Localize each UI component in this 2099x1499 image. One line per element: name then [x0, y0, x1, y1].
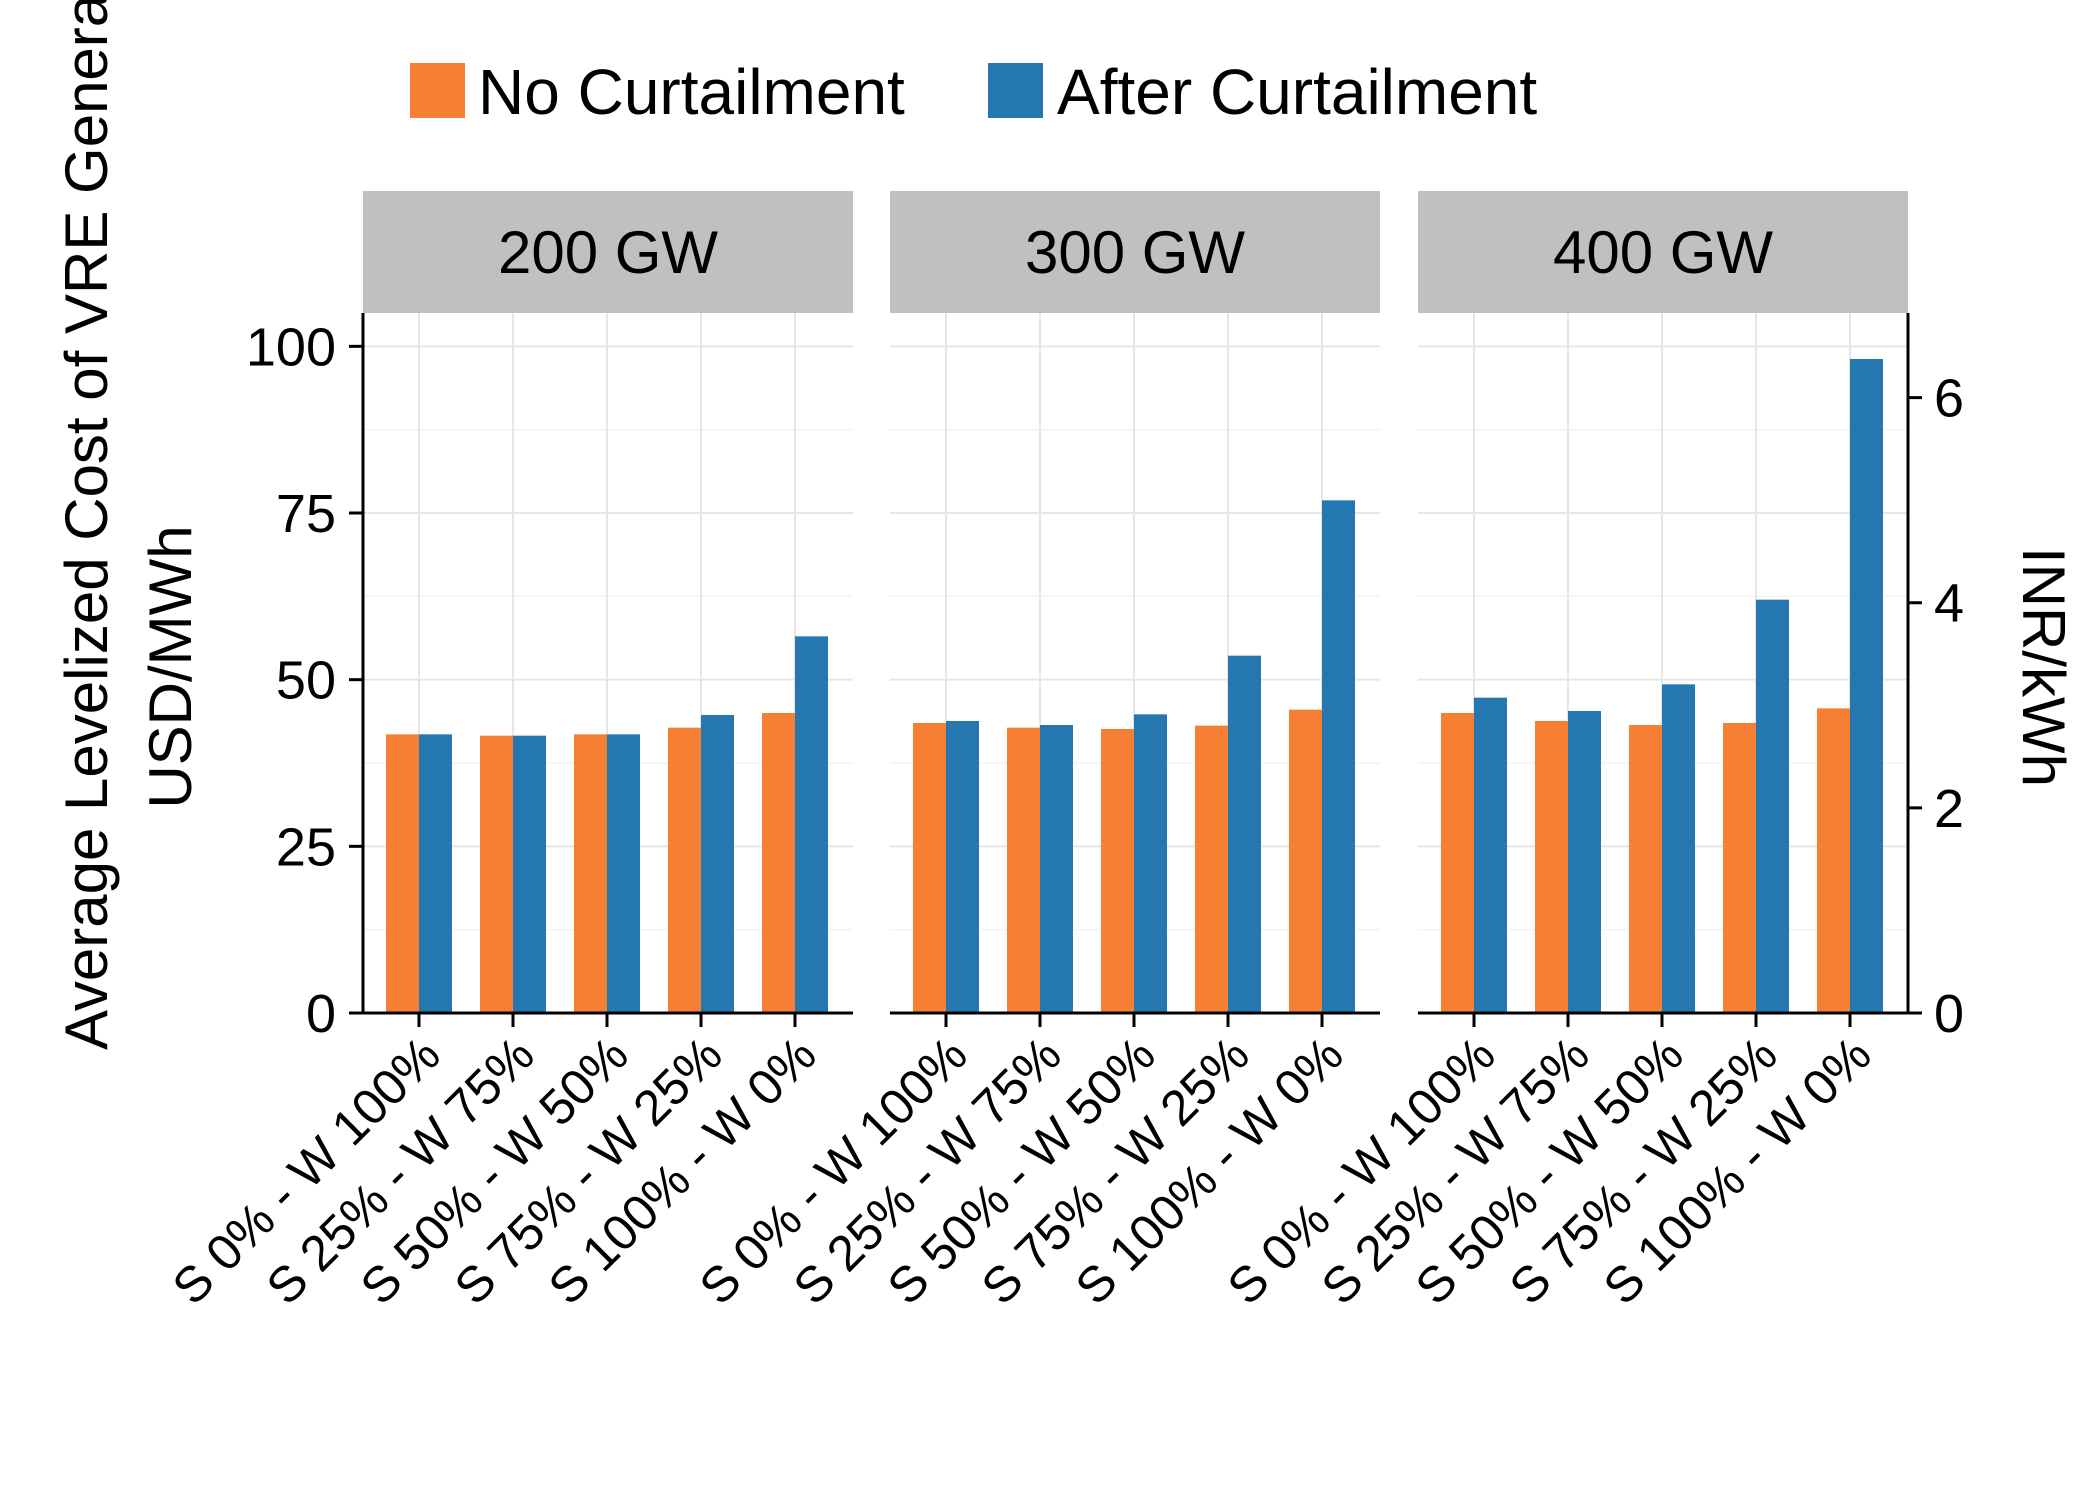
bar-after-curtailment [1662, 684, 1695, 1013]
bar-after-curtailment [1850, 359, 1883, 1013]
bars [913, 500, 1355, 1013]
bar-no-curtailment [480, 735, 513, 1013]
legend-label-no-curtailment: No Curtailment [478, 56, 905, 128]
legend-item-no-curtailment: No Curtailment [410, 56, 905, 128]
bar-after-curtailment [795, 636, 828, 1013]
bar-after-curtailment [513, 735, 546, 1013]
secondary-y-tick-label: 4 [1934, 574, 1964, 634]
bar-no-curtailment [1101, 729, 1134, 1013]
panel-header [363, 191, 853, 313]
bar-no-curtailment [668, 727, 701, 1013]
secondary-y-tick-label: 2 [1934, 779, 1964, 839]
y-tick-label: 100 [246, 317, 336, 377]
bar-after-curtailment [1756, 599, 1789, 1013]
secondary-y-tick-label: 0 [1934, 984, 1964, 1044]
bar-after-curtailment [701, 715, 734, 1013]
legend: No Curtailment After Curtailment [410, 56, 1537, 128]
panel-2: 300 GW S 0% - W 100%S 25% - W 75%S 50% - … [689, 191, 1380, 1315]
legend-label-after-curtailment: After Curtailment [1057, 56, 1537, 128]
bar-no-curtailment [1007, 727, 1040, 1013]
secondary-y-tick-label: 6 [1934, 369, 1964, 429]
x-axis: S 0% - W 100%S 25% - W 75%S 50% - W 50%S… [689, 1011, 1380, 1315]
bar-after-curtailment [1568, 711, 1601, 1013]
bar-after-curtailment [1474, 697, 1507, 1013]
y-tick-label: 0 [306, 984, 336, 1044]
bar-no-curtailment [1629, 725, 1662, 1013]
secondary-y-axis: 0 2 4 6 [1906, 313, 1964, 1044]
bar-after-curtailment [607, 734, 640, 1013]
y-axis-title-line-1: Average Levelized Cost of VRE Generation [53, 0, 120, 1050]
bar-no-curtailment [1817, 708, 1850, 1013]
panel-title: 300 GW [1025, 219, 1245, 286]
bars [1441, 359, 1883, 1013]
bar-no-curtailment [1723, 723, 1756, 1013]
panel-title: 200 GW [498, 219, 718, 286]
bar-after-curtailment [1228, 655, 1261, 1013]
legend-swatch-after-curtailment [988, 63, 1043, 118]
bar-after-curtailment [419, 734, 452, 1013]
y-tick-label: 25 [276, 817, 336, 877]
bar-no-curtailment [386, 734, 419, 1013]
secondary-y-axis-title: INR/kWh [2010, 547, 2077, 787]
legend-swatch-no-curtailment [410, 63, 465, 118]
plot-area: 200 GW S 0% - W 100%S 25% - W 75%S 50% - … [162, 191, 1964, 1315]
y-tick-label: 50 [276, 651, 336, 711]
legend-item-after-curtailment: After Curtailment [988, 56, 1537, 128]
panel-title: 400 GW [1553, 219, 1773, 286]
panel-header [890, 191, 1380, 313]
y-axis-title: Average Levelized Cost of VRE Generation… [53, 0, 204, 1050]
bar-no-curtailment [1195, 725, 1228, 1013]
bars [386, 636, 828, 1013]
bar-after-curtailment [946, 721, 979, 1013]
panel-header [1418, 191, 1908, 313]
bar-no-curtailment [574, 734, 607, 1013]
bar-no-curtailment [1535, 721, 1568, 1013]
y-axis-title-line-2: USD/MWh [137, 525, 204, 808]
bar-no-curtailment [1441, 713, 1474, 1013]
y-tick-label: 75 [276, 484, 336, 544]
bar-after-curtailment [1040, 725, 1073, 1013]
bar-after-curtailment [1322, 500, 1355, 1013]
bar-no-curtailment [913, 723, 946, 1013]
bar-after-curtailment [1134, 714, 1167, 1013]
bar-no-curtailment [1289, 709, 1322, 1013]
bar-no-curtailment [762, 713, 795, 1013]
y-axis: 0 25 50 75 100 [246, 313, 365, 1044]
